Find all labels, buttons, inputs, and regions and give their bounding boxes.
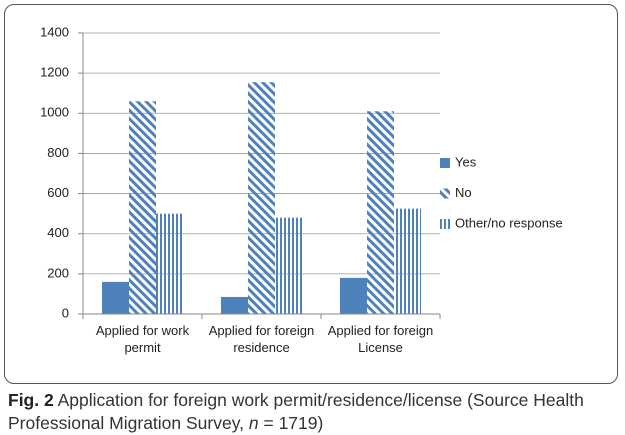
x-tick-label: Applied for work permit: [95, 323, 190, 355]
y-tick-label: 200: [47, 265, 69, 280]
y-tick-label: 1400: [40, 24, 69, 39]
bar: [367, 111, 394, 315]
bar: [156, 213, 183, 314]
caption-label: Fig. 2: [8, 390, 54, 410]
x-tick-label: Applied for foreign License: [327, 323, 434, 355]
caption-n: n: [248, 413, 259, 433]
legend-label: No: [455, 185, 472, 200]
caption-text: Application for foreign work permit/resi…: [8, 390, 584, 433]
figure-frame: [4, 4, 618, 384]
bar: [275, 217, 302, 314]
bar: [340, 277, 367, 314]
y-tick-label: 800: [47, 145, 69, 160]
legend-label: Other/no response: [455, 215, 563, 230]
y-tick-label: 0: [62, 305, 69, 320]
legend-marker: [440, 219, 450, 229]
legend-marker: [440, 158, 450, 168]
x-tick-label-box: Applied for foreign residence: [208, 323, 315, 355]
x-tick-label-box: Applied for work permit: [95, 323, 190, 355]
x-tick-label: Applied for foreign residence: [208, 323, 315, 355]
caption: Fig. 2 Application for foreign work perm…: [8, 389, 618, 435]
bar: [102, 281, 129, 314]
y-tick-label: 600: [47, 185, 69, 200]
y-tick-label: 1200: [40, 65, 69, 80]
y-tick-label: 400: [47, 225, 69, 240]
bar: [248, 82, 275, 314]
x-tick-label-box: Applied for foreign License: [327, 323, 434, 355]
chart: 0 200 400 600 800 1000 1200 1400 Applied for wor…: [40, 24, 563, 355]
caption-n-text: = 1719): [258, 413, 324, 433]
bar: [394, 208, 421, 314]
legend-label: Yes: [455, 154, 477, 169]
legend-marker: [440, 188, 450, 199]
bar: [221, 296, 248, 314]
y-tick-label: 1000: [40, 105, 69, 120]
bar: [129, 101, 156, 314]
